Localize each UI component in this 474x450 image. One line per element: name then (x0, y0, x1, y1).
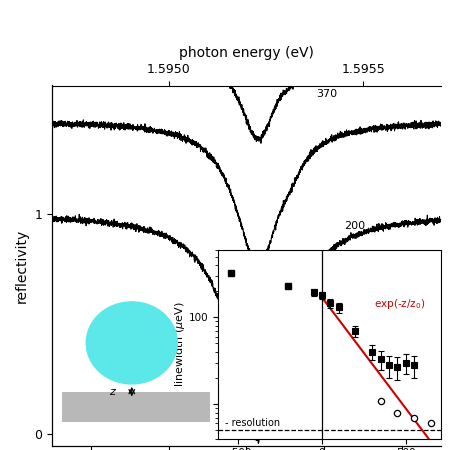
Text: -40: -40 (367, 409, 385, 419)
Text: $z$: $z$ (109, 387, 117, 396)
Circle shape (86, 302, 177, 384)
X-axis label: photon energy (eV): photon energy (eV) (179, 46, 314, 60)
Text: - resolution: - resolution (225, 418, 280, 428)
Bar (62, 392, 210, 422)
Y-axis label: reflectivity: reflectivity (15, 229, 29, 302)
Y-axis label: linewidth ($\mu$eV): linewidth ($\mu$eV) (173, 302, 187, 387)
Text: 370: 370 (317, 89, 337, 99)
Text: 200: 200 (344, 221, 365, 231)
Text: exp(-z/z$_0$): exp(-z/z$_0$) (374, 297, 425, 311)
